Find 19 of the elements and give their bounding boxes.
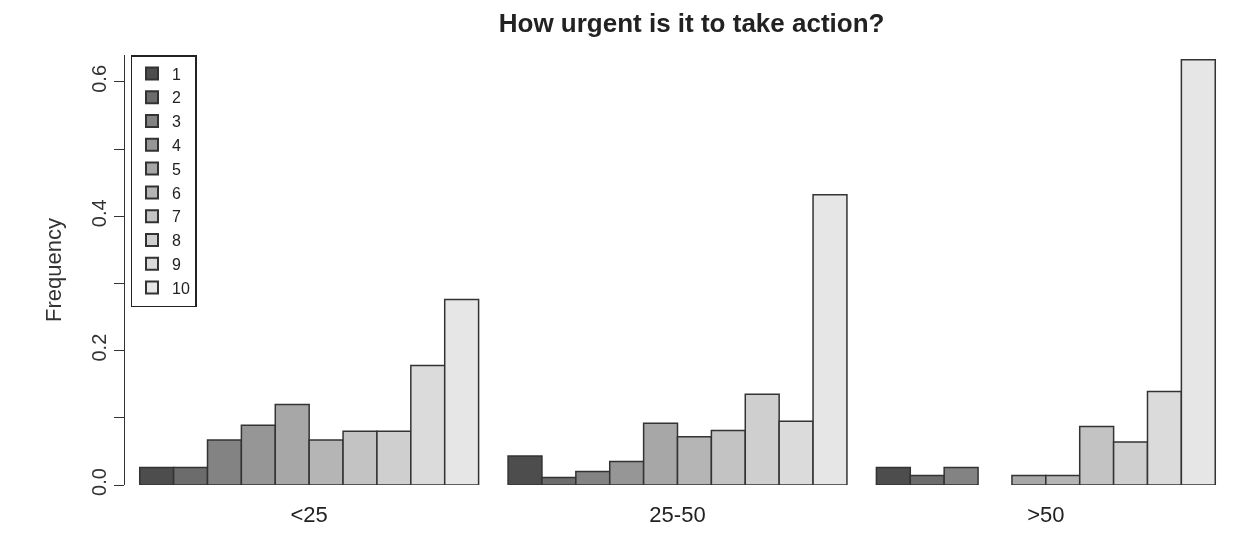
legend-label: 9 [172,256,182,274]
legend-label: 2 [172,89,182,107]
x-tick-label: 25-50 [649,502,706,527]
y-tick-label: 0.6 [88,64,110,93]
y-tick-label: 0.4 [88,199,110,228]
legend-label: 7 [172,208,182,226]
y-axis-title: Frequency [40,218,66,322]
legend-label: 6 [172,184,182,202]
legend-label: 5 [172,160,182,178]
chart-title: How urgent is it to take action? [498,7,885,38]
legend-label: 1 [172,65,182,83]
legend-label: 10 [172,279,190,297]
legend-label: 4 [172,137,182,155]
x-tick-label: <25 [290,502,328,527]
y-tick-label: 0.2 [88,333,110,362]
legend-label: 8 [172,232,182,250]
y-tick-label: 0.0 [88,468,110,496]
legend-label: 3 [172,113,182,131]
x-tick-label: >50 [1027,502,1065,527]
